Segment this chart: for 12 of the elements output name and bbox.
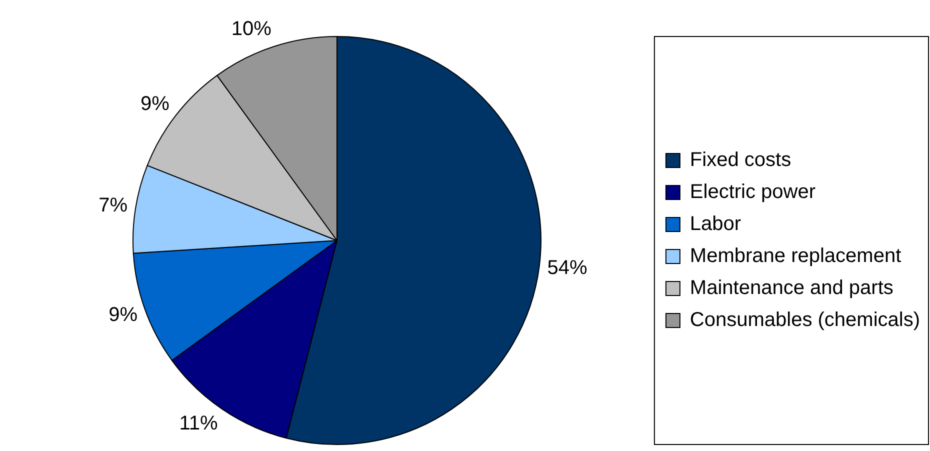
legend-label: Consumables (chemicals) [690, 309, 920, 332]
data-label: 9% [108, 304, 138, 326]
data-label: 7% [98, 194, 128, 216]
data-label: 9% [140, 92, 170, 115]
legend-label: Fixed costs [690, 149, 792, 172]
data-label: 54% [547, 256, 588, 279]
legend-label: Membrane replacement [690, 245, 902, 268]
data-label: 11% [179, 412, 218, 435]
data-label: 10% [231, 18, 272, 40]
legend-label: Electric power [690, 181, 816, 204]
legend-label: Maintenance and parts [690, 277, 894, 300]
legend-label: Labor [690, 213, 742, 236]
